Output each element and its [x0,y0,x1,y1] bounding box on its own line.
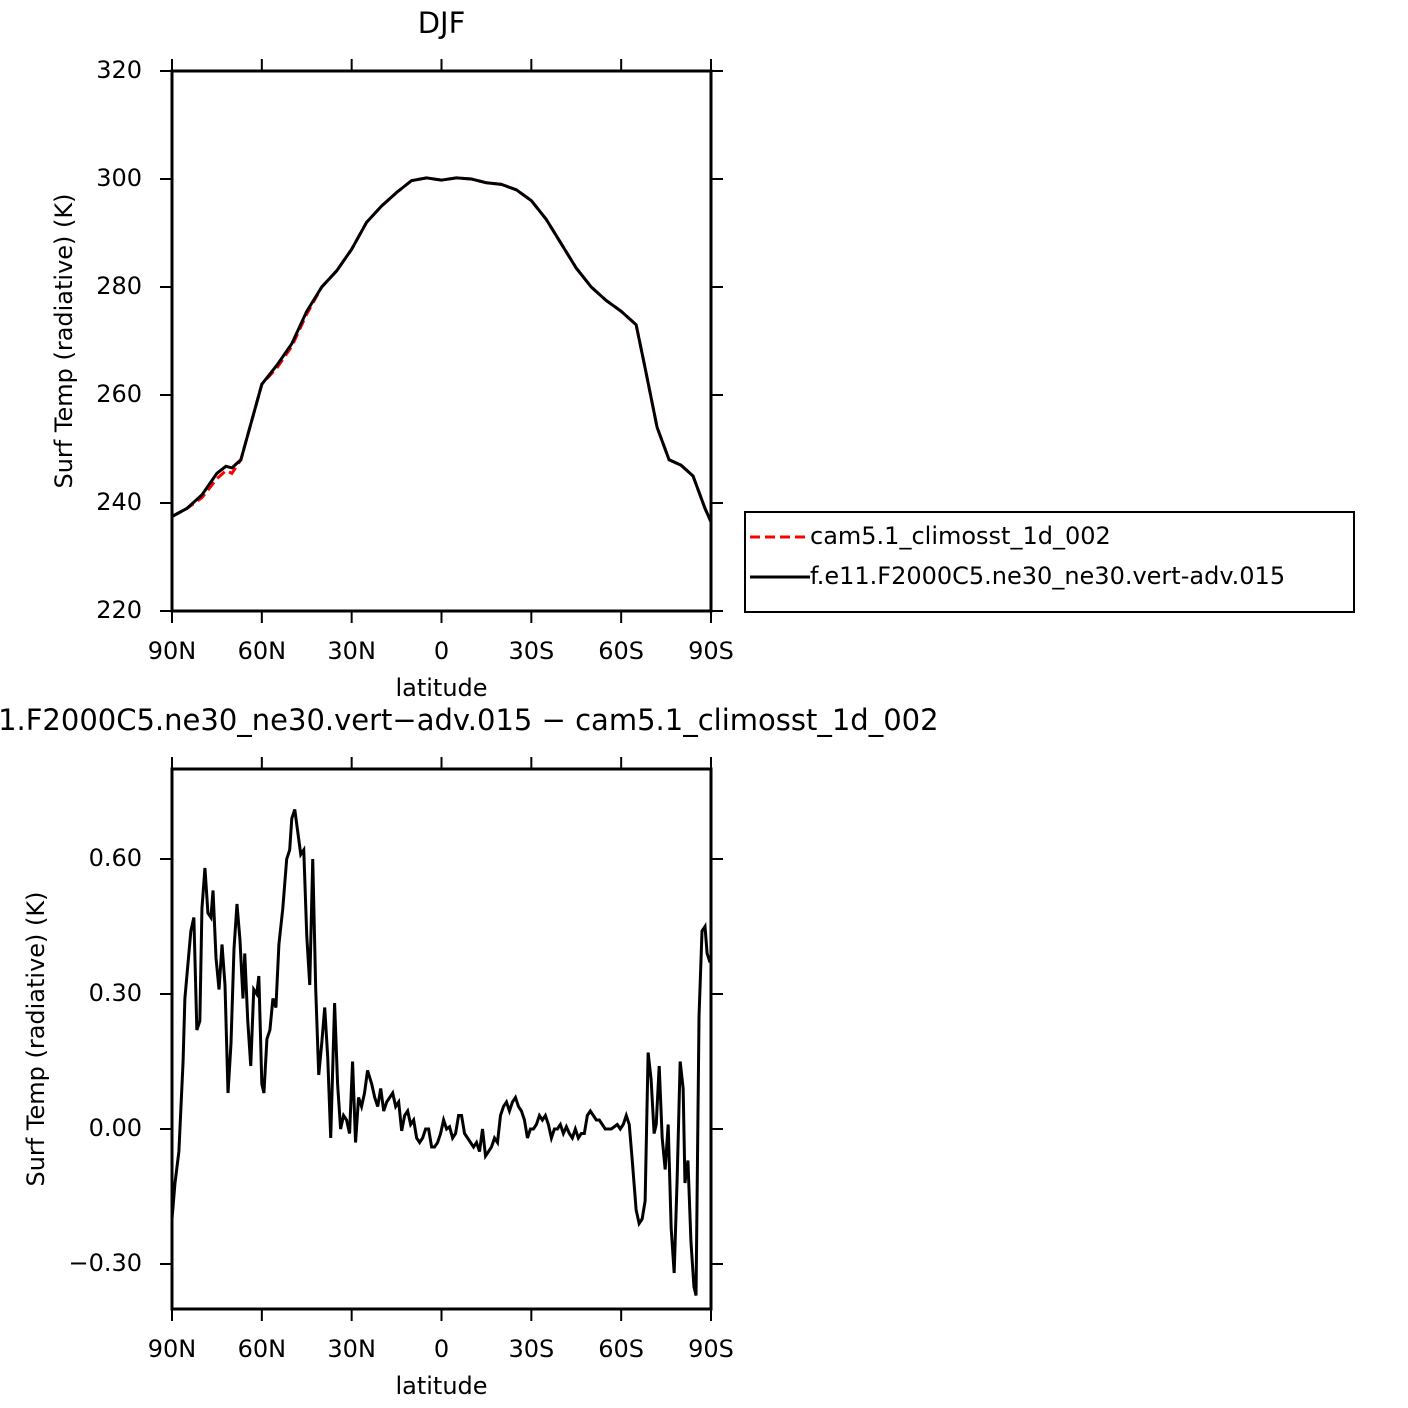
y-tick-label: 300 [96,164,142,192]
x-tick-label: 60N [238,637,287,665]
chart-title: f.e11.F2000C5.ne30_ne30.vert−adv.015 − c… [0,703,939,737]
y-axis-label: Surf Temp (radiative) (K) [22,891,50,1186]
chart-title: DJF [418,6,466,40]
x-tick-label: 60S [598,637,644,665]
x-tick-label: 90S [688,1335,734,1363]
x-tick-label: 90N [148,1335,197,1363]
legend-box [744,511,1355,613]
data-line [170,809,712,1296]
legend-label: cam5.1_climosst_1d_002 [810,522,1111,550]
y-tick-label: 0.00 [89,1114,142,1142]
x-tick-label: 60N [238,1335,287,1363]
x-tick-label: 90S [688,637,734,665]
x-tick-label: 0 [434,1335,449,1363]
plot-frame [170,767,713,1311]
y-tick-label: 260 [96,380,142,408]
data-line [171,176,713,523]
y-axis-label: Surf Temp (radiative) (K) [50,193,78,488]
x-tick-label: 60S [598,1335,644,1363]
plot-frame [170,69,713,613]
y-tick-label: 0.60 [89,844,142,872]
y-tick-label: 240 [96,488,142,516]
x-tick-label: 30N [327,637,376,665]
x-tick-label: 30N [327,1335,376,1363]
y-tick-label: 220 [96,596,142,624]
y-tick-label: −0.30 [68,1249,142,1277]
y-tick-label: 0.30 [89,979,142,1007]
x-axis-label: latitude [395,674,487,702]
x-tick-label: 0 [434,637,449,665]
data-line [171,176,713,523]
x-axis-label: latitude [395,1372,487,1400]
y-tick-label: 280 [96,272,142,300]
legend-label: f.e11.F2000C5.ne30_ne30.vert-adv.015 [810,562,1285,590]
x-tick-label: 90N [148,637,197,665]
y-tick-label: 320 [96,56,142,84]
x-tick-label: 30S [508,637,554,665]
x-tick-label: 30S [508,1335,554,1363]
